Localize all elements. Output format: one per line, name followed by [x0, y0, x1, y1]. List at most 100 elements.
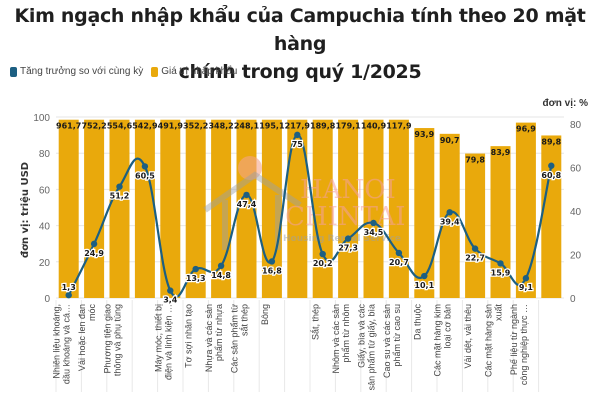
growth-point[interactable]	[192, 265, 199, 273]
growth-point[interactable]	[319, 250, 326, 258]
growth-line-layer: 1,3 24,9 51,2 60,5 3,4 13,3 14,8 47,4 16,8 75 20,2…	[60, 131, 563, 306]
right-axis-unit: đơn vị: %	[542, 98, 588, 109]
x-axis-category-label: Da thuộc	[412, 304, 422, 341]
growth-point[interactable]	[243, 191, 250, 199]
growth-point[interactable]	[497, 260, 504, 267]
growth-value-label: 27,3	[338, 244, 358, 253]
bar-value-label: 542,9	[132, 122, 158, 131]
bar-value-label: 352,2	[183, 122, 208, 131]
bar[interactable]	[287, 119, 308, 298]
bar[interactable]	[515, 122, 536, 299]
growth-point[interactable]	[471, 245, 479, 252]
bar[interactable]	[261, 119, 282, 298]
x-axis-category-label: Máy móc, thiết bị	[153, 304, 163, 372]
growth-point[interactable]	[446, 209, 453, 216]
x-axis-category-label: Phương tiện giao	[103, 304, 113, 373]
right-axis-tick-label: 40	[570, 207, 582, 218]
bar[interactable]	[465, 153, 486, 298]
bar[interactable]	[414, 128, 435, 298]
growth-point[interactable]	[548, 162, 555, 169]
axes: 0 20 40 60 80 100 0 20 40 60 80	[33, 113, 581, 305]
bar[interactable]	[58, 119, 79, 298]
left-axis-tick-label: 0	[44, 294, 50, 305]
growth-point[interactable]	[141, 163, 149, 170]
bar[interactable]	[185, 119, 206, 298]
legend-item-growth[interactable]: Tăng trưởng so với cùng kỳ	[10, 66, 143, 77]
growth-point[interactable]	[395, 249, 403, 257]
growth-value-label: 14,8	[211, 271, 231, 280]
growth-value-label: 51,2	[110, 192, 130, 201]
right-axis-tick-label: 20	[570, 251, 582, 262]
bar[interactable]	[388, 119, 409, 298]
growth-value-label: 16,8	[262, 266, 282, 275]
legend-label-growth: Tăng trưởng so với cùng kỳ	[20, 66, 144, 77]
x-axis-category-label: công nghiệp thực …	[519, 304, 529, 385]
chart-title: Kim ngạch nhập khẩu của Campuchia tính t…	[0, 2, 600, 86]
bars: 961,7 752,2 554,6 542,9 491,9 352,2 348,2 248,1…	[56, 119, 562, 299]
left-axis-title: đơn vị: triệu USD	[19, 162, 31, 258]
x-axis-category-label: sắt thép	[240, 304, 250, 336]
x-axis-category-label: Bông	[260, 304, 270, 325]
growth-point[interactable]	[294, 131, 301, 139]
growth-point[interactable]	[268, 258, 276, 265]
bar[interactable]	[134, 119, 155, 298]
legend-swatch-import-value	[151, 66, 159, 77]
bar-value-label: 79,8	[465, 156, 485, 165]
growth-point[interactable]	[65, 291, 72, 299]
growth-value-label: 22,7	[465, 254, 485, 263]
growth-point[interactable]	[370, 219, 377, 227]
left-axis-tick-label: 80	[39, 149, 51, 160]
bar[interactable]	[109, 119, 130, 298]
bar-value-label: 89,8	[541, 137, 561, 146]
growth-value-label: 13,3	[186, 274, 206, 283]
bar[interactable]	[363, 119, 384, 298]
x-axis-category-label: Sắt, thép	[311, 304, 321, 340]
bar[interactable]	[312, 119, 333, 298]
growth-value-label: 20,2	[313, 259, 333, 268]
x-axis-category-label: xuất	[494, 304, 504, 322]
growth-point[interactable]	[217, 262, 225, 270]
bar[interactable]	[541, 135, 562, 298]
x-axis-category-label: Các mặt hàng kim	[433, 304, 443, 377]
watermark-line2: CHINTAI	[285, 202, 406, 232]
growth-point[interactable]	[344, 235, 352, 242]
x-axis-category-label: Vải hoặc len đan	[77, 304, 87, 371]
growth-value-label: 39,4	[440, 217, 460, 226]
right-axis-tick-label: 80	[570, 120, 582, 131]
bar[interactable]	[84, 119, 105, 298]
x-axis-category-label: phẩm từ nhựa	[214, 304, 224, 361]
x-axis-category-label: Nhôm và các sản	[331, 304, 341, 374]
x-axis-category-label: Các sản phẩm từ	[230, 304, 240, 373]
x-axis-category-label: Phế liệu từ ngành	[509, 304, 519, 375]
x-axis-category-label: dầu khoáng và cá…	[62, 304, 72, 384]
x-axis-category-label: móc	[87, 304, 97, 322]
growth-point[interactable]	[90, 240, 98, 248]
growth-value-label: 10,1	[414, 281, 434, 290]
bar-value-label: 348,2	[208, 122, 233, 131]
bar-value-label: 554,6	[107, 122, 133, 131]
growth-point[interactable]	[116, 183, 123, 190]
chart-title-line2: chính trong quý 1/2025	[178, 61, 422, 83]
x-axis-category-label: Tơ sợi nhân tạo	[184, 304, 194, 368]
bar-value-label: 752,2	[81, 122, 106, 131]
growth-value-label: 60,8	[541, 171, 561, 180]
x-axis-category-label: Các mặt hàng sản	[484, 304, 494, 377]
right-axis-tick-label: 0	[570, 294, 576, 305]
bar-value-label: 117,9	[386, 122, 412, 131]
growth-value-label: 15,9	[491, 268, 511, 277]
x-axis-category-label: Nhựa và các sản	[204, 304, 214, 372]
bar-value-label: 248,1	[234, 122, 260, 131]
growth-point[interactable]	[421, 272, 428, 280]
legend: Tăng trưởng so với cùng kỳ Giá trị nhập …	[10, 66, 241, 77]
growth-value-label: 60,5	[135, 171, 155, 180]
bar-value-label: 93,9	[414, 130, 434, 139]
legend-item-import-value[interactable]: Giá trị nhập khẩu	[151, 66, 237, 77]
bar[interactable]	[338, 119, 359, 298]
growth-point[interactable]	[522, 275, 530, 282]
growth-point[interactable]	[167, 287, 174, 294]
x-axis-labels: Nhiên liệu khoáng, dầu khoáng và cá… Vải h…	[52, 300, 540, 392]
bar[interactable]	[439, 133, 460, 298]
growth-value-label: 20,7	[389, 258, 409, 267]
bar[interactable]	[160, 119, 181, 298]
bar-value-label: 179,1	[335, 122, 361, 131]
